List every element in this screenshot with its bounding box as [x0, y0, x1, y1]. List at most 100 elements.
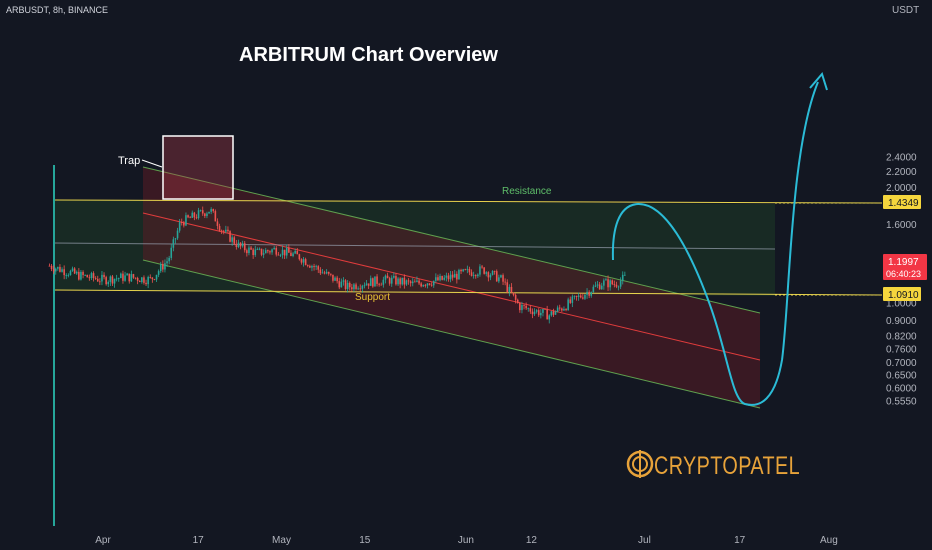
candle-up — [61, 269, 63, 272]
candle-down — [561, 308, 563, 311]
candle-up — [199, 210, 202, 212]
candle-down — [246, 250, 248, 254]
candle-up — [573, 295, 576, 297]
candle-up — [533, 311, 536, 315]
candle-down — [290, 252, 292, 256]
candle-down — [313, 265, 315, 267]
candle-up — [477, 274, 479, 277]
candle-down — [487, 272, 490, 278]
watermark-logo: CRYPTOPATEL — [626, 450, 800, 480]
candle-up — [411, 281, 414, 284]
candle-up — [584, 294, 586, 299]
candle-down — [96, 278, 99, 282]
candle-down — [506, 282, 509, 293]
candle-up — [600, 285, 603, 290]
candle-down — [189, 217, 191, 219]
candle-up — [535, 310, 538, 312]
candle-up — [84, 274, 86, 276]
candle-up — [147, 277, 149, 285]
candle-down — [309, 265, 311, 268]
candle-down — [128, 273, 131, 282]
candle-down — [544, 308, 546, 310]
time-tick-label: 17 — [734, 535, 746, 546]
candle-down — [94, 278, 97, 279]
candle-down — [611, 280, 614, 285]
candle-up — [449, 274, 452, 280]
price-tick-label: 0.9000 — [886, 316, 917, 327]
candle-down — [151, 277, 154, 280]
candle-down — [428, 283, 431, 285]
candle-down — [437, 277, 439, 281]
candle-up — [241, 243, 244, 247]
candle-up — [126, 273, 128, 276]
candle-down — [204, 213, 206, 217]
candle-up — [374, 276, 376, 287]
candle-up — [191, 212, 194, 218]
candle-down — [260, 248, 263, 255]
candle-down — [359, 288, 362, 290]
time-axis[interactable]: Apr 17 May 15 Jun 12 Jul 17 Aug — [95, 535, 838, 546]
candle-up — [197, 210, 200, 218]
price-tick-label: 2.0000 — [886, 183, 917, 194]
candle-up — [624, 274, 626, 276]
candle-up — [262, 253, 265, 255]
channel-lower-line — [142, 259, 761, 409]
candle-down — [579, 295, 582, 298]
candle-up — [567, 299, 569, 311]
watermark-text: CRYPTOPATEL — [654, 452, 800, 480]
candle-down — [502, 275, 504, 282]
candle-down — [111, 276, 114, 284]
candle-up — [311, 265, 313, 268]
candle-up — [157, 271, 160, 275]
time-tick-label: 12 — [526, 535, 538, 546]
candle-down — [227, 229, 229, 232]
candle-up — [393, 276, 395, 278]
candle-down — [48, 265, 51, 267]
candle-down — [537, 310, 540, 316]
support-price-tag: 1.0910 — [883, 287, 921, 301]
candle-up — [445, 275, 448, 278]
candle-down — [298, 254, 301, 260]
candle-up — [285, 247, 288, 256]
candle-up — [130, 274, 133, 282]
candle-up — [621, 274, 624, 281]
price-tick-label: 0.7600 — [886, 344, 917, 355]
candle-down — [336, 277, 338, 282]
channel-mid-line — [142, 212, 761, 361]
candle-up — [592, 286, 595, 293]
candle-down — [304, 259, 307, 266]
candle-down — [86, 274, 89, 278]
candle-up — [115, 278, 118, 280]
candle-up — [271, 249, 273, 253]
trap-pointer — [141, 159, 163, 168]
candle-up — [340, 281, 343, 288]
candle-up — [363, 285, 366, 287]
candle-down — [319, 269, 322, 274]
candle-down — [441, 275, 443, 280]
coin-icon-bar — [639, 450, 641, 478]
candle-down — [330, 273, 332, 275]
candle-up — [294, 250, 296, 254]
candle-up — [556, 307, 559, 312]
candle-down — [468, 268, 471, 273]
candle-down — [598, 284, 601, 290]
candle-up — [237, 242, 240, 248]
candle-up — [527, 308, 530, 310]
candle-up — [273, 247, 275, 250]
candle-up — [521, 305, 523, 311]
candle-down — [420, 283, 422, 287]
candle-down — [376, 276, 378, 284]
support-line — [52, 289, 883, 296]
current-price-tag: 1.1997 06:40:23 — [883, 254, 927, 280]
candle-up — [462, 269, 464, 272]
candle-up — [325, 271, 328, 274]
candle-down — [514, 294, 517, 300]
candle-down — [88, 277, 91, 279]
candle-up — [80, 271, 82, 280]
candle-down — [252, 249, 254, 256]
candle-up — [54, 268, 57, 272]
candle-up — [586, 291, 588, 295]
price-tick-label: 2.4000 — [886, 152, 917, 163]
time-tick-label: Jun — [458, 535, 474, 546]
